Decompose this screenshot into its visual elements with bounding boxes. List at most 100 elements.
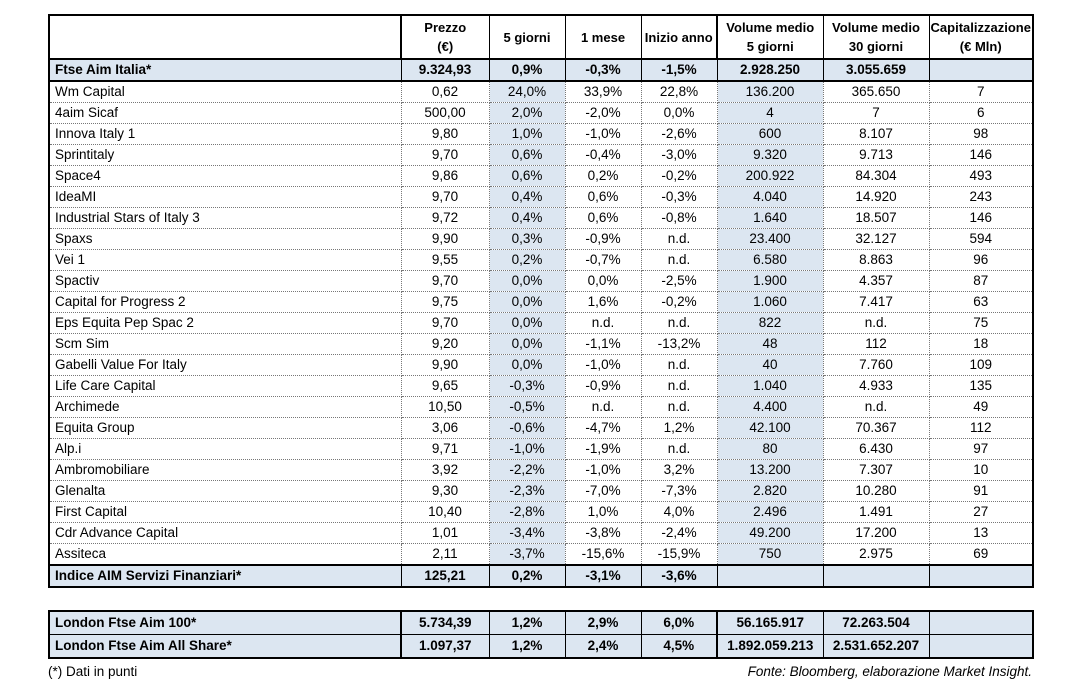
value-cell: -3,8% bbox=[564, 522, 642, 544]
row-label: Eps Equita Pep Spac 2 bbox=[48, 312, 402, 334]
row-label: Industrial Stars of Italy 3 bbox=[48, 207, 402, 229]
value-cell: 0,0% bbox=[488, 312, 566, 334]
value-cell: 18 bbox=[928, 333, 1034, 355]
value-cell: 10.280 bbox=[822, 480, 930, 502]
value-cell: 135 bbox=[928, 375, 1034, 397]
london-aim-table: London Ftse Aim 100* 5.734,39 1,2% 2,9% 6,0%… bbox=[48, 610, 1034, 659]
row-label: Alp.i bbox=[48, 438, 402, 460]
value-cell: 1.892.059.213 bbox=[716, 634, 824, 659]
value-cell: 0,6% bbox=[488, 165, 566, 187]
value-cell: 69 bbox=[928, 543, 1034, 566]
row-label: Ftse Aim Italia* bbox=[48, 58, 402, 82]
value-cell: 0,0% bbox=[564, 270, 642, 292]
source-note: Fonte: Bloomberg, elaborazione Market In… bbox=[747, 664, 1032, 679]
row-label: London Ftse Aim 100* bbox=[48, 610, 402, 635]
value-cell: 125,21 bbox=[400, 564, 490, 588]
value-cell: 10,50 bbox=[400, 396, 490, 418]
value-cell: -15,9% bbox=[640, 543, 718, 566]
row-label: Capital for Progress 2 bbox=[48, 291, 402, 313]
value-cell: n.d. bbox=[640, 249, 718, 271]
table-row: Life Care Capital 9,65 -0,3% -0,9% n.d. 1.040… bbox=[48, 375, 1034, 397]
value-cell: 8.863 bbox=[822, 249, 930, 271]
row-label: Indice AIM Servizi Finanziari* bbox=[48, 564, 402, 588]
row-label: Gabelli Value For Italy bbox=[48, 354, 402, 376]
row-label: Glenalta bbox=[48, 480, 402, 502]
row-label: Assiteca bbox=[48, 543, 402, 566]
value-cell: 4,0% bbox=[640, 501, 718, 523]
value-cell: 3.055.659 bbox=[822, 58, 930, 82]
value-cell: n.d. bbox=[640, 396, 718, 418]
value-cell: 1,01 bbox=[400, 522, 490, 544]
value-cell: 0,0% bbox=[488, 270, 566, 292]
table-row: Archimede 10,50 -0,5% n.d. n.d. 4.400 n.d. 49 bbox=[48, 396, 1034, 418]
value-cell: 2.975 bbox=[822, 543, 930, 566]
table-row: Scm Sim 9,20 0,0% -1,1% -13,2% 48 112 18 bbox=[48, 333, 1034, 355]
table-row: Wm Capital 0,62 24,0% 33,9% 22,8% 136.200 365.… bbox=[48, 80, 1034, 103]
value-cell: -3,4% bbox=[488, 522, 566, 544]
value-cell: -2,4% bbox=[640, 522, 718, 544]
value-cell: 243 bbox=[928, 186, 1034, 208]
value-cell bbox=[716, 564, 824, 588]
row-label: Vei 1 bbox=[48, 249, 402, 271]
value-cell: 9,55 bbox=[400, 249, 490, 271]
value-cell: n.d. bbox=[640, 228, 718, 250]
value-cell: 9,72 bbox=[400, 207, 490, 229]
value-cell: 0,4% bbox=[488, 186, 566, 208]
value-cell: -3,1% bbox=[564, 564, 642, 588]
row-label: Innova Italy 1 bbox=[48, 123, 402, 145]
value-cell: 8.107 bbox=[822, 123, 930, 145]
value-cell: 9,70 bbox=[400, 312, 490, 334]
value-cell bbox=[928, 634, 1034, 659]
table-row: London Ftse Aim All Share* 1.097,37 1,2% 2,… bbox=[48, 634, 1034, 659]
value-cell: 1,6% bbox=[564, 291, 642, 313]
table-row: London Ftse Aim 100* 5.734,39 1,2% 2,9% 6,0%… bbox=[48, 610, 1034, 635]
value-cell: 1.640 bbox=[716, 207, 824, 229]
value-cell: -1,0% bbox=[564, 123, 642, 145]
value-cell: 0,4% bbox=[488, 207, 566, 229]
value-cell: -0,2% bbox=[640, 165, 718, 187]
row-label: Cdr Advance Capital bbox=[48, 522, 402, 544]
table-row: Gabelli Value For Italy 9,90 0,0% -1,0% n.d.… bbox=[48, 354, 1034, 376]
value-cell: 0,9% bbox=[488, 58, 566, 82]
value-cell: 146 bbox=[928, 144, 1034, 166]
value-cell: 42.100 bbox=[716, 417, 824, 439]
footnote: (*) Dati in punti bbox=[48, 664, 138, 679]
value-cell: -0,4% bbox=[564, 144, 642, 166]
value-cell: 0,0% bbox=[488, 291, 566, 313]
value-cell: 493 bbox=[928, 165, 1034, 187]
value-cell: 63 bbox=[928, 291, 1034, 313]
value-cell: 5.734,39 bbox=[400, 610, 490, 635]
value-cell bbox=[822, 564, 930, 588]
column-header: Volume medio 5 giorni bbox=[716, 14, 824, 60]
value-cell: 9.713 bbox=[822, 144, 930, 166]
value-cell: 9,20 bbox=[400, 333, 490, 355]
value-cell: 18.507 bbox=[822, 207, 930, 229]
value-cell: 6.430 bbox=[822, 438, 930, 460]
value-cell: 9,71 bbox=[400, 438, 490, 460]
value-cell: 3,2% bbox=[640, 459, 718, 481]
table-row: Vei 1 9,55 0,2% -0,7% n.d. 6.580 8.863 96 bbox=[48, 249, 1034, 271]
value-cell: n.d. bbox=[640, 312, 718, 334]
value-cell: 9,65 bbox=[400, 375, 490, 397]
value-cell: -3,6% bbox=[640, 564, 718, 588]
value-cell: -1,0% bbox=[564, 354, 642, 376]
value-cell: 10,40 bbox=[400, 501, 490, 523]
value-cell: 40 bbox=[716, 354, 824, 376]
value-cell: -1,1% bbox=[564, 333, 642, 355]
table-row: 4aim Sicaf 500,00 2,0% -2,0% 0,0% 4 7 6 bbox=[48, 102, 1034, 124]
column-header: 1 mese bbox=[564, 14, 642, 60]
value-cell: -0,3% bbox=[488, 375, 566, 397]
value-cell: 0,0% bbox=[488, 354, 566, 376]
value-cell: 1,0% bbox=[488, 123, 566, 145]
value-cell: -7,0% bbox=[564, 480, 642, 502]
value-cell: 1,2% bbox=[488, 634, 566, 659]
value-cell: 6.580 bbox=[716, 249, 824, 271]
value-cell: 136.200 bbox=[716, 80, 824, 103]
value-cell: 56.165.917 bbox=[716, 610, 824, 635]
value-cell: 4.040 bbox=[716, 186, 824, 208]
value-cell: -1,0% bbox=[564, 459, 642, 481]
row-label: Life Care Capital bbox=[48, 375, 402, 397]
value-cell: 4,5% bbox=[640, 634, 718, 659]
table-row: Cdr Advance Capital 1,01 -3,4% -3,8% -2,4% 49… bbox=[48, 522, 1034, 544]
value-cell: 9,90 bbox=[400, 228, 490, 250]
